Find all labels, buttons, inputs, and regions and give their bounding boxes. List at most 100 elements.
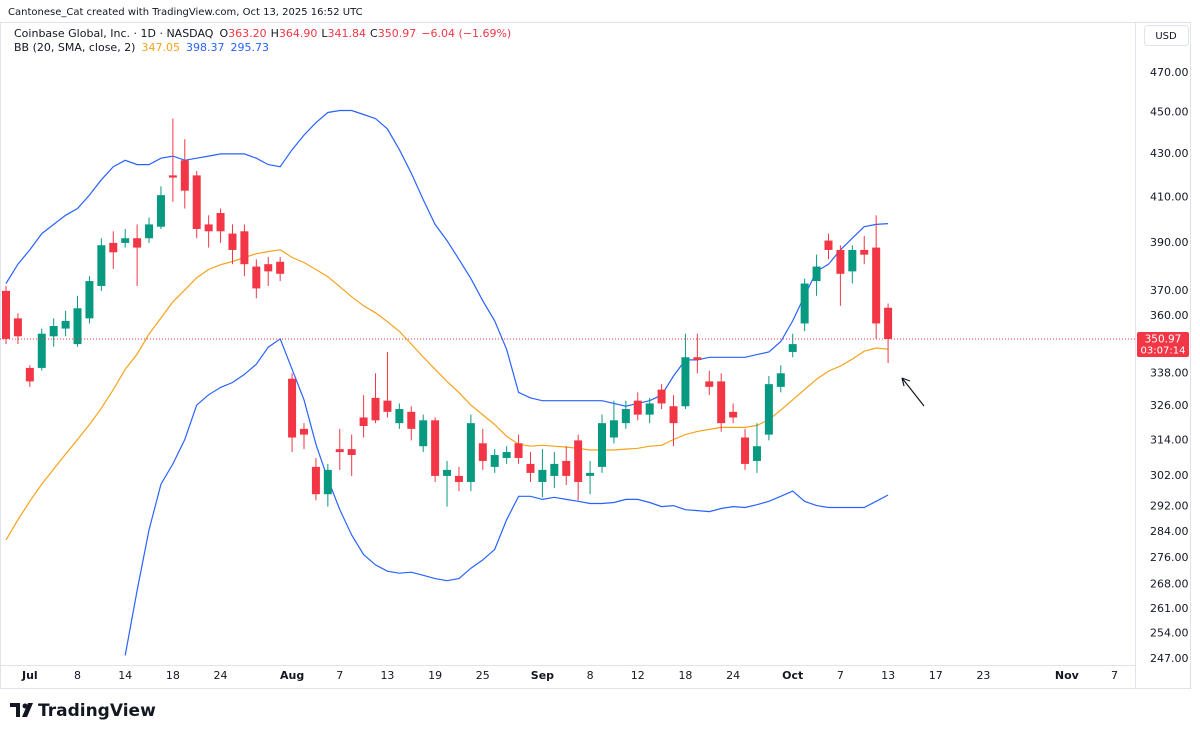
- candle-body: [752, 446, 761, 461]
- candle-body: [85, 281, 94, 319]
- legend-bb: BB (20, SMA, close, 2) 347.05 398.37 295.73: [14, 41, 269, 54]
- candle-body: [180, 160, 189, 191]
- candle-body: [37, 333, 46, 368]
- x-tick-label: Aug: [280, 669, 304, 682]
- candle-body: [371, 397, 380, 421]
- x-tick-label: Jul: [21, 669, 38, 682]
- candle-body: [741, 437, 750, 464]
- x-tick-label: Oct: [782, 669, 803, 682]
- candle-body: [300, 428, 308, 435]
- y-tick-label: 390.00: [1150, 236, 1189, 249]
- x-tick-label: 24: [214, 669, 228, 682]
- candle-body: [824, 240, 833, 250]
- candle-body: [228, 233, 237, 250]
- bb-label: BB (20, SMA, close, 2): [14, 41, 135, 54]
- y-tick-label: 276.00: [1150, 551, 1189, 564]
- y-tick-label: 360.00: [1150, 309, 1189, 322]
- annotation-arrow: [901, 377, 925, 407]
- x-tick-label: 19: [428, 669, 442, 682]
- logo: TradingView: [10, 701, 156, 721]
- candle-body: [61, 320, 70, 329]
- x-tick-label: 18: [166, 669, 180, 682]
- x-tick-label: 14: [118, 669, 132, 682]
- candle-body: [776, 373, 785, 387]
- x-tick-label: 7: [1111, 669, 1118, 682]
- ohlc-key: L: [321, 27, 328, 40]
- candle-body: [574, 440, 583, 482]
- x-tick-label: 25: [476, 669, 490, 682]
- attribution: Cantonese_Cat created with TradingView.c…: [8, 7, 363, 18]
- candle-body: [836, 249, 845, 274]
- candle-body: [478, 443, 487, 461]
- candle-body: [788, 344, 797, 352]
- candle-body: [586, 472, 595, 476]
- bb-line: [124, 337, 889, 656]
- currency-box[interactable]: [1144, 25, 1189, 46]
- y-tick-label: 326.00: [1150, 399, 1189, 412]
- candle-body: [49, 326, 58, 337]
- candle-body: [288, 378, 297, 438]
- candle-body: [121, 238, 130, 243]
- candle-body: [407, 411, 416, 429]
- y-tick-label: 370.00: [1150, 284, 1189, 297]
- y-tick-label: 302.00: [1150, 469, 1189, 482]
- x-tick-label: 8: [587, 669, 594, 682]
- candle-body: [335, 449, 344, 453]
- candle-body: [598, 423, 606, 467]
- bb-lower: 295.73: [230, 41, 269, 54]
- x-tick-label: 13: [380, 669, 394, 682]
- x-tick-label: 7: [837, 669, 844, 682]
- bb-upper: 398.37: [186, 41, 225, 54]
- candle-body: [657, 389, 666, 404]
- y-tick-label: 247.00: [1150, 652, 1189, 665]
- bb-line: [5, 249, 889, 541]
- ohlc-value: 350.97: [378, 27, 417, 40]
- x-tick-label: 13: [881, 669, 895, 682]
- candle-body: [192, 175, 201, 229]
- candle-body: [764, 384, 773, 435]
- candle-body: [490, 455, 499, 467]
- candle-body: [800, 283, 809, 324]
- ohlc-value: 364.90: [279, 27, 318, 40]
- ohlc-value: 341.84: [328, 27, 367, 40]
- candle-body: [514, 443, 523, 458]
- x-tick-label: 12: [631, 669, 645, 682]
- currency[interactable]: USD: [1155, 31, 1177, 42]
- candle-body: [311, 466, 320, 495]
- y-tick-label: 338.00: [1150, 366, 1189, 379]
- candle-body: [562, 460, 571, 476]
- ohlc-key: O: [219, 27, 228, 40]
- candle-body: [145, 224, 154, 239]
- candle-body: [633, 400, 642, 415]
- candle-body: [609, 420, 618, 438]
- x-tick-label: 8: [74, 669, 81, 682]
- candle-body: [884, 307, 893, 339]
- candle-body: [419, 420, 428, 447]
- frame: [0, 22, 1191, 689]
- candle-body: [717, 381, 726, 424]
- candle-body: [454, 475, 463, 482]
- y-tick-label: 261.00: [1150, 602, 1189, 615]
- candle-body: [347, 449, 356, 456]
- candle-body: [812, 266, 821, 282]
- candle-body: [443, 469, 452, 476]
- x-tick-label: 7: [336, 669, 343, 682]
- brand: TradingView: [38, 701, 156, 721]
- candle-body: [848, 249, 857, 272]
- logo-dot: [22, 703, 28, 709]
- y-tick-label: 254.00: [1150, 627, 1189, 640]
- candle-body: [264, 264, 273, 272]
- candle-body: [693, 357, 702, 360]
- candle-body: [156, 195, 165, 227]
- candle-body: [204, 224, 213, 232]
- x-tick-label: 23: [976, 669, 990, 682]
- candle-body: [872, 247, 881, 324]
- x-tick-label: 24: [726, 669, 740, 682]
- candle-body: [276, 261, 285, 274]
- y-tick-label: 470.00: [1150, 66, 1189, 79]
- x-tick-label: Sep: [531, 669, 554, 682]
- candle-body: [681, 357, 690, 407]
- symbol: Coinbase Global, Inc. · 1D · NASDAQ: [14, 27, 214, 40]
- candle-body: [73, 308, 82, 345]
